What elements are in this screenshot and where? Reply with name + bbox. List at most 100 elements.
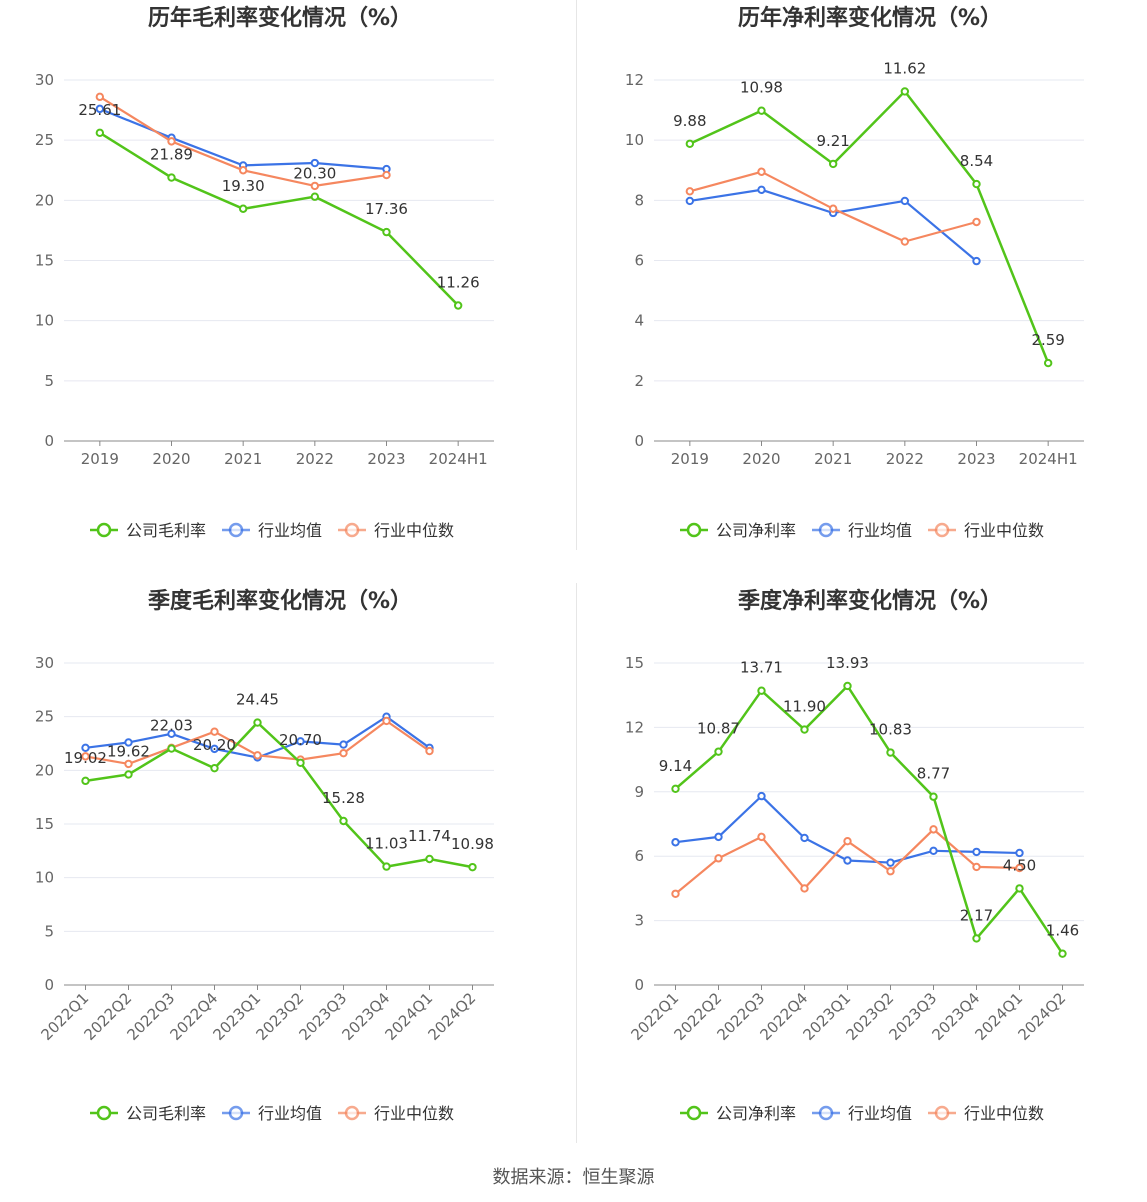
chart-title: 季度净利率变化情况（%） — [738, 588, 1002, 614]
legend-swatch-marker — [818, 522, 834, 538]
data-point — [253, 751, 262, 760]
x-tick-label: 2021 — [224, 450, 262, 468]
data-label: 22.03 — [150, 717, 193, 735]
data-point — [124, 759, 133, 769]
data-label: 11.90 — [783, 698, 826, 716]
y-tick-label: 3 — [634, 912, 644, 930]
x-tick-label: 2023 — [367, 450, 405, 468]
legend-label: 行业均值 — [848, 1104, 912, 1123]
legend-item: 行业均值 — [222, 521, 322, 540]
legend-item: 行业中位数 — [338, 1104, 454, 1123]
legend-swatch-marker — [686, 522, 702, 538]
legend-item: 行业均值 — [812, 521, 912, 540]
data-point — [685, 139, 695, 148]
y-tick-label: 12 — [625, 718, 644, 736]
x-tick-label: 2022 — [296, 450, 334, 468]
chart-panel-annual-net-margin: 历年净利率变化情况（%） 0 2 4 6 8 10 12 2019 2020 2021 2022 202… — [590, 0, 1147, 560]
data-label: 9.14 — [659, 757, 692, 775]
data-label: 24.45 — [236, 691, 279, 709]
chart-title: 历年净利率变化情况（%） — [738, 5, 1002, 31]
data-point — [972, 179, 981, 189]
legend-swatch-marker — [344, 522, 360, 538]
legend-item: 公司净利率 — [680, 1104, 796, 1123]
data-point — [253, 718, 262, 727]
data-point — [886, 748, 895, 757]
x-tick-label: 2020 — [152, 450, 190, 468]
data-point — [167, 744, 176, 753]
data-label: 20.20 — [193, 736, 236, 754]
data-point — [453, 301, 463, 310]
data-point — [382, 227, 391, 237]
data-label: 9.88 — [673, 112, 706, 130]
data-point — [972, 847, 981, 857]
y-tick-label: 0 — [44, 976, 54, 994]
y-tick-label: 20 — [35, 191, 54, 209]
data-label: 20.70 — [279, 731, 322, 749]
data-label: 11.03 — [365, 835, 408, 853]
data-label: 1.46 — [1046, 922, 1079, 940]
legend-swatch-marker — [344, 1105, 360, 1121]
data-point — [167, 729, 176, 739]
x-tick-label: 2024Q2 — [1015, 989, 1070, 1044]
panel-divider-top — [576, 0, 577, 550]
data-label: 10.83 — [869, 721, 912, 739]
data-label: 8.54 — [960, 152, 993, 170]
data-label: 2.17 — [960, 906, 993, 924]
data-point — [238, 166, 248, 175]
data-point — [757, 832, 766, 842]
data-point — [900, 87, 910, 96]
data-point — [95, 92, 105, 102]
data-point — [886, 858, 895, 867]
legend-swatch-marker — [686, 1105, 702, 1121]
chart-title: 历年毛利率变化情况（%） — [148, 5, 412, 31]
chart-svg: 季度毛利率变化情况（%）0510152025302022Q12022Q22022… — [35, 588, 494, 1123]
data-point — [671, 838, 680, 847]
y-tick-label: 30 — [35, 71, 54, 89]
legend-swatch-marker — [934, 1105, 950, 1121]
data-point — [757, 185, 766, 195]
legend-swatch-marker — [934, 522, 950, 538]
data-point — [81, 752, 90, 761]
data-point — [167, 173, 176, 182]
chart-title: 季度毛利率变化情况（%） — [148, 588, 412, 614]
chart-panel-quarterly-gross-margin: 季度毛利率变化情况（%） 0 5 10 15 20 25 30 2022Q1 2022Q2 2022… — [0, 583, 560, 1143]
data-point — [671, 784, 680, 793]
data-point — [238, 204, 248, 213]
data-point — [310, 192, 320, 201]
data-point — [714, 854, 723, 863]
y-tick-label: 5 — [44, 922, 54, 940]
data-point — [382, 716, 391, 726]
data-point — [1015, 863, 1024, 873]
chart-panel-annual-gross-margin: 历年毛利率变化情况（%） 0 5 10 15 20 25 30 2019 2020 2021 2022… — [0, 0, 560, 560]
y-tick-label: 0 — [634, 976, 644, 994]
y-tick-label: 0 — [634, 432, 644, 450]
chart-panel-quarterly-net-margin: 季度净利率变化情况（%） 0 3 6 9 12 15 2022Q1 2022Q2 2022Q3 20… — [590, 583, 1147, 1143]
data-label: 8.77 — [917, 765, 950, 783]
data-label: 19.62 — [107, 742, 150, 760]
data-label: 4.50 — [1003, 856, 1036, 874]
x-tick-label: 2021 — [814, 450, 852, 468]
y-tick-label: 8 — [634, 191, 644, 209]
data-label: 15.28 — [322, 789, 365, 807]
data-point — [1043, 358, 1053, 368]
data-point — [972, 217, 981, 227]
series-line-0 — [99, 131, 460, 307]
legend-label: 行业均值 — [848, 521, 912, 540]
y-tick-label: 9 — [634, 783, 644, 801]
y-tick-label: 25 — [35, 131, 54, 149]
data-point — [685, 187, 695, 196]
data-point — [671, 889, 680, 898]
data-point — [828, 204, 838, 213]
data-label: 17.36 — [365, 200, 408, 218]
data-point — [800, 725, 809, 734]
data-label: 11.26 — [437, 274, 480, 292]
data-label: 25.61 — [78, 101, 121, 119]
chart-svg: 历年毛利率变化情况（%） 0 5 10 15 20 25 30 2019 2020 2021 2022… — [35, 5, 494, 540]
legend-swatch-marker — [96, 522, 112, 538]
data-point — [167, 137, 176, 146]
data-point — [95, 128, 105, 138]
data-point — [1015, 848, 1024, 858]
legend-item: 公司毛利率 — [90, 521, 206, 540]
legend-item: 行业中位数 — [928, 521, 1044, 540]
y-tick-label: 10 — [35, 312, 54, 330]
